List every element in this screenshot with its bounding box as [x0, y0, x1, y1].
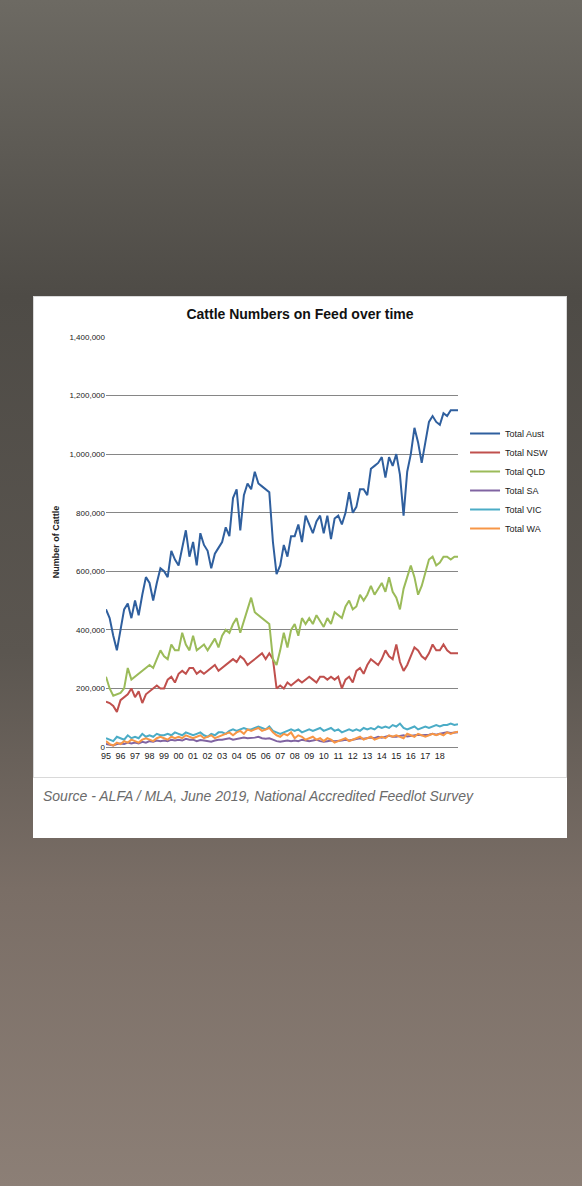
svg-text:95: 95 — [101, 751, 111, 761]
svg-text:07: 07 — [275, 751, 285, 761]
svg-text:00: 00 — [174, 751, 184, 761]
svg-text:99: 99 — [159, 751, 169, 761]
svg-text:01: 01 — [188, 751, 198, 761]
svg-text:06: 06 — [261, 751, 271, 761]
svg-text:16: 16 — [406, 751, 416, 761]
svg-text:15: 15 — [391, 751, 401, 761]
svg-text:17: 17 — [420, 751, 430, 761]
svg-text:04: 04 — [232, 751, 242, 761]
svg-text:600,000: 600,000 — [76, 567, 105, 576]
svg-text:Total SA: Total SA — [505, 486, 539, 496]
svg-text:800,000: 800,000 — [76, 509, 105, 518]
svg-text:02: 02 — [203, 751, 213, 761]
html-text:Source - ALFA / MLA, June 2019: Source - ALFA / MLA, June 2019, National… — [43, 788, 474, 804]
svg-text:Total Aust: Total Aust — [505, 429, 545, 439]
svg-text:Total NSW: Total NSW — [505, 448, 548, 458]
svg-text:Total WA: Total WA — [505, 524, 541, 534]
svg-text:14: 14 — [377, 751, 387, 761]
svg-text:18: 18 — [435, 751, 445, 761]
svg-text:Number of Cattle: Number of Cattle — [51, 506, 61, 579]
svg-text:12: 12 — [348, 751, 358, 761]
svg-text:13: 13 — [362, 751, 372, 761]
svg-text:Total VIC: Total VIC — [505, 505, 542, 515]
svg-text:1,400,000: 1,400,000 — [69, 333, 105, 342]
svg-text:11: 11 — [334, 751, 343, 761]
svg-text:96: 96 — [116, 751, 126, 761]
svg-text:1,000,000: 1,000,000 — [69, 450, 105, 459]
svg-text:08: 08 — [290, 751, 300, 761]
svg-text:200,000: 200,000 — [76, 684, 105, 693]
svg-text:97: 97 — [130, 751, 140, 761]
svg-text:10: 10 — [319, 751, 329, 761]
svg-text:Total QLD: Total QLD — [505, 467, 546, 477]
svg-text:09: 09 — [304, 751, 314, 761]
svg-text:Cattle Numbers on Feed over ti: Cattle Numbers on Feed over time — [186, 306, 413, 322]
svg-text:0: 0 — [101, 743, 106, 752]
svg-text:03: 03 — [217, 751, 227, 761]
svg-text:05: 05 — [246, 751, 256, 761]
svg-text:400,000: 400,000 — [76, 626, 105, 635]
svg-text:1,200,000: 1,200,000 — [69, 391, 105, 400]
svg-text:98: 98 — [145, 751, 155, 761]
